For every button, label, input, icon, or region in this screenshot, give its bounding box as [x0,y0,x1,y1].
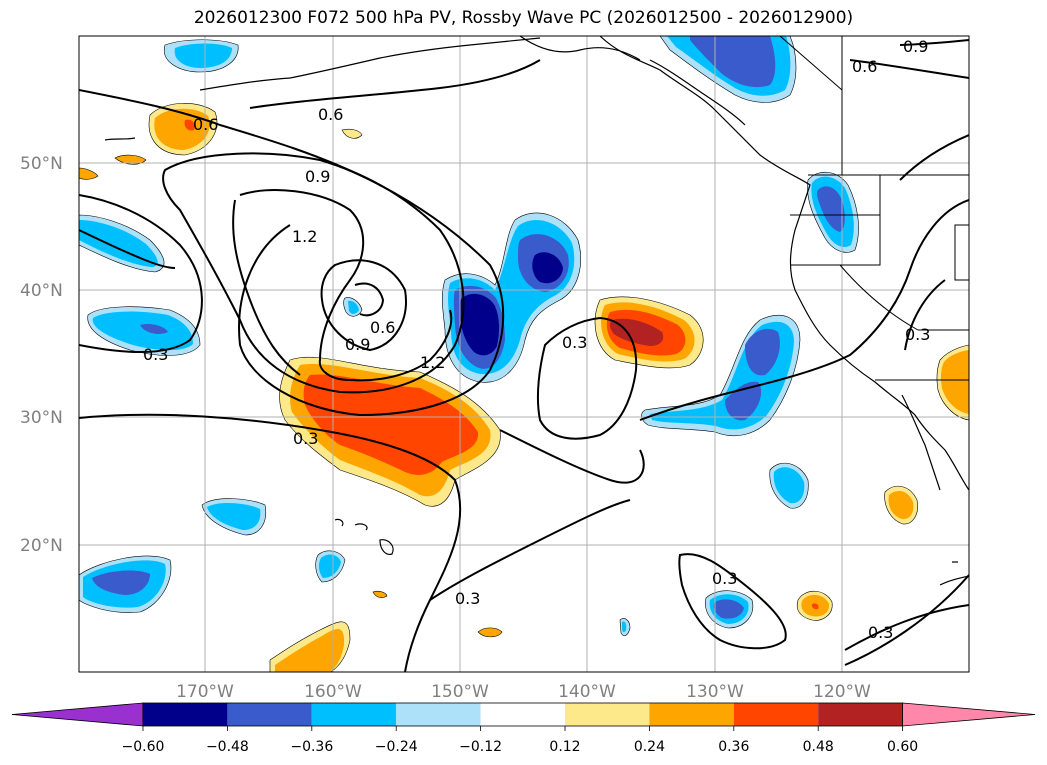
colorbar-extend-low [11,702,144,727]
contour-0.3-east [639,199,969,421]
contour-label: 0.3 [905,325,930,344]
colorbar-segment [818,703,903,726]
contour-label: 0.6 [193,115,218,134]
pv-contours [79,39,969,672]
contour-label: 0.3 [712,569,737,588]
colorbar-segment [143,703,228,726]
contour-0.6-top [249,59,541,109]
lat-label: 50°N [20,154,63,174]
contour-label: 0.6 [852,57,877,76]
colorbar-extend-high [902,702,1036,727]
contour-label: 0.9 [305,167,330,186]
colorbar-segment [480,703,565,726]
lon-label: 170°W [176,682,234,702]
contour-label: 0.9 [345,335,370,354]
contour-label: 0.3 [562,333,587,352]
lat-label: 20°N [20,536,63,556]
colorbar-tick-label: −0.48 [206,739,249,755]
colorbar-tick-label: −0.12 [459,739,502,755]
colorbar-segment [733,703,819,726]
contour-0.9 [162,152,465,394]
colorbar-tick-label: 0.36 [718,739,749,755]
shaded-anomalies [79,36,969,672]
contour-label: 0.6 [370,318,395,337]
contour-label: 0.3 [293,429,318,448]
colorbar-frame [142,702,903,727]
map-title: 2026012300 F072 500 hPa PV, Rossby Wave … [193,8,854,28]
lon-label: 150°W [431,682,489,702]
colorbar-tick-label: −0.60 [122,739,165,755]
lon-label: 160°W [304,682,362,702]
lon-label: 120°W [813,682,871,702]
lat-label: 30°N [20,408,63,428]
colorbar: −0.60 −0.48 −0.36 −0.24 −0.12 0.12 0.24 0.36 0.4… [11,702,1036,755]
colorbar-tick-label: −0.36 [290,739,333,755]
colorbar-tick-label: 0.48 [803,739,834,755]
colorbar-segment [227,703,312,726]
colorbar-segment [311,703,397,726]
contour-label: 0.3 [143,345,168,364]
political-borders [779,36,969,381]
map-frame [78,35,970,673]
latitude-labels: 50°N 40°N 30°N 20°N [20,154,63,556]
contour-0.3-outer [79,194,203,353]
colorbar-tick-label: 0.60 [887,739,918,755]
contour-label: 0.9 [903,37,928,56]
colorbar-segment [649,703,734,726]
colorbar-tick-label: 0.12 [549,739,580,755]
lon-label: 130°W [686,682,744,702]
colorbar-tick-label: −0.24 [375,739,418,755]
map-plot-area: 0.9 0.6 0.6 0.6 0.9 1.2 0.6 0.9 1.2 0.3 … [79,36,969,672]
gridlines [79,36,969,672]
north-america-coast [599,36,969,491]
colorbar-tick-label: 0.24 [634,739,665,755]
contour-label: 1.2 [420,353,445,372]
contour-label: 1.2 [292,227,317,246]
colorbar-segment [396,703,481,726]
contour-label: 0.3 [868,623,893,642]
contour-labels: 0.9 0.6 0.6 0.6 0.9 1.2 0.6 0.9 1.2 0.3 … [143,37,930,642]
contour-1.2 [239,189,453,382]
coastlines [104,36,969,586]
contour-label: 0.6 [318,105,343,124]
contour-label: 0.3 [455,589,480,608]
lat-label: 40°N [20,281,63,301]
contour-0.6-inner [354,282,385,317]
colorbar-segment [565,703,650,726]
longitude-labels: 170°W 160°W 150°W 140°W 130°W 120°W [176,682,871,702]
lon-label: 140°W [558,682,616,702]
